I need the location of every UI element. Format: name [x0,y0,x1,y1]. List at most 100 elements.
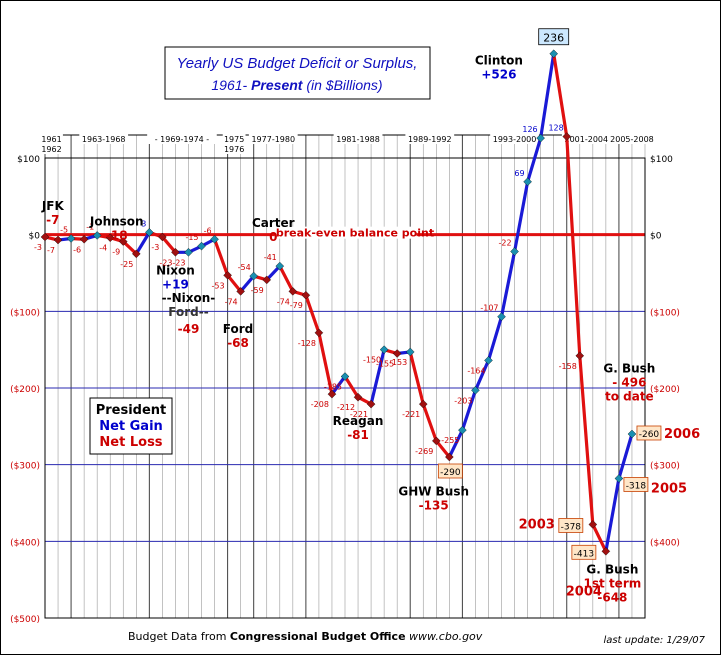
term-label: 1976 [224,145,244,154]
y-tick-left: $100 [17,155,40,165]
term-label: 2005-2008 [610,135,654,144]
annotation-jfk-value: -7 [46,213,59,227]
data-label-box [636,425,662,441]
data-label: -74 [225,297,238,306]
data-point [353,392,363,402]
breakeven-label-bg [274,226,417,239]
data-point [327,389,337,399]
data-label: -221 [402,410,420,419]
term-label: 1962 [41,145,61,154]
term-label: 1989-1992 [408,135,452,144]
data-label: -53 [212,281,225,290]
data-label: -4 [99,244,107,253]
data-label: -22 [498,239,511,248]
data-label: -378 [561,522,582,532]
series-segment [434,439,451,459]
series-segment [512,180,530,254]
annotation-nixon-ford-value: Ford-- [168,305,208,319]
data-label: -3 [151,243,159,252]
annotation-ford-value: -68 [227,336,249,350]
data-point [262,275,272,285]
annotation-ford-name: Ford [223,322,253,336]
series-segment [304,293,321,335]
data-label: -6 [73,245,81,254]
term-label-bg [561,134,611,144]
data-points: -3 -7-5-6-1-4 -9-253-3-23 -23-15-6-53-74-54… [34,28,662,560]
data-point [132,249,141,259]
data-label: -260 [639,430,660,440]
data-point [614,474,624,483]
callout-2004: 2004 [566,584,602,599]
data-point [105,233,115,243]
series-segment [134,230,151,256]
annotation-ghw-bush-value: -135 [419,498,449,512]
term-label: 1977-1980 [251,135,295,144]
data-label-box [571,544,597,560]
annotation-ghw-bush-name: GHW Bush [398,484,469,498]
data-point [184,248,193,257]
footer: Budget Data from Congressional Budget Of… [128,630,706,646]
data-label: -318 [626,481,647,491]
annotation-reagan-value: -81 [347,428,369,442]
data-label: -59 [251,286,264,295]
data-point [484,356,493,365]
term-label: 1963-1968 [82,135,126,144]
series-segment [343,374,360,399]
y-tick-right: ($100) [650,308,680,318]
y-tick-right: ($400) [650,538,680,548]
data-label: -9 [112,248,120,257]
data-point [445,452,454,462]
series-segment [526,136,543,184]
data-label: -41 [264,253,277,262]
series-segment [604,476,621,553]
y-tick-left: ($500) [10,615,40,625]
term-label: 1993-2000 [493,135,537,144]
annotation-carter-value: 0 [269,230,277,244]
y-axis-labels: $100 $100 $0 $0 ($100) ($100) ($200) ($200) ($30… [10,155,680,625]
data-label: -6 [204,226,212,235]
annotation-carter-name: Carter [252,216,295,230]
annotation-nixon-value: +19 [162,278,189,292]
term-label-bg [222,144,246,154]
data-label-box [558,518,584,533]
data-point [588,520,598,529]
term-label-bg [405,134,455,144]
data-point [197,241,206,251]
data-point [171,248,180,257]
data-label: -15 [185,233,198,242]
data-label: -23 [159,258,172,267]
y-tick-left: ($400) [10,538,40,548]
y-tick-right: ($200) [650,385,680,395]
data-label: -155 [376,360,394,369]
annotation-johnson-name: Johnson [89,214,144,228]
callout-2006: 2006 [664,427,700,442]
term-label: 1961 [41,135,61,144]
data-label: -79 [290,301,303,310]
data-point [92,231,102,240]
data-point [523,177,532,187]
term-label-bg [79,134,129,144]
series-segment [369,348,386,406]
term-label: - 1969-1974 - [155,135,210,144]
data-label: -54 [238,263,251,272]
term-label-bg [607,134,657,144]
data-point [53,235,63,245]
data-point [210,234,219,244]
data-point [40,232,50,242]
data-point [314,328,324,338]
annotation-g-bush-to-date-name: G. Bush [603,362,655,376]
annotation-nixon-ford-total-name: -49 [178,322,200,336]
y-tick-left: ($100) [10,308,40,318]
breakeven-label: break-even balance point [276,227,434,240]
annotation-nixon-name: Nixon [156,264,195,278]
series-segment [317,331,334,396]
data-point [118,237,128,246]
series-segment [447,428,464,459]
data-label: -164 [467,366,485,375]
title-units: (in $Billions) [302,77,382,93]
data-point [223,271,232,280]
annotation-g-bush-to-date-value: - 496 [612,376,646,390]
callout-2003: 2003 [519,517,555,532]
data-label: -74 [277,297,290,306]
